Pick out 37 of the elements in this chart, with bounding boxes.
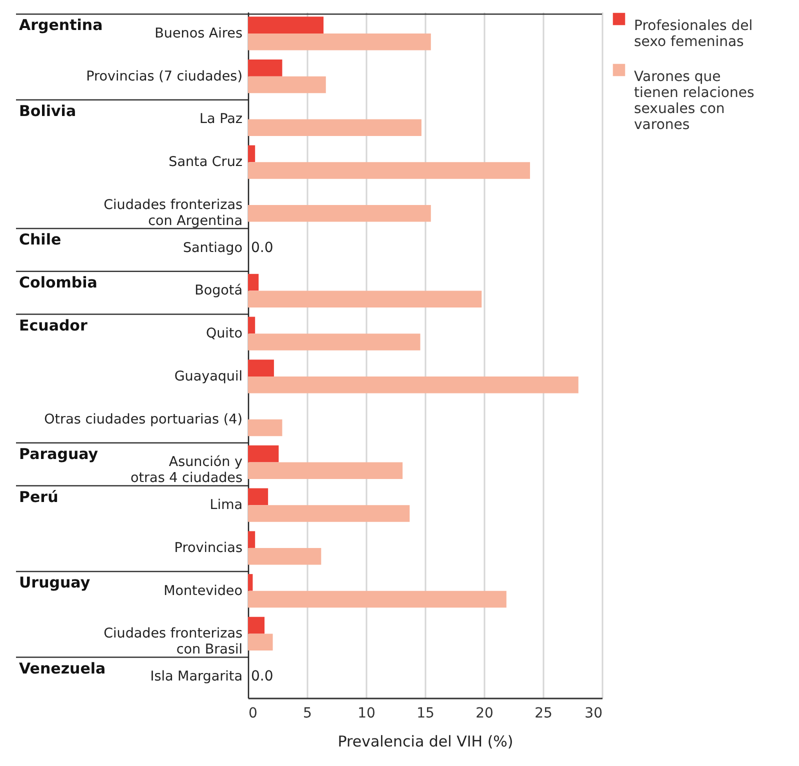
y-tick-label: Quito [206,326,242,342]
data-label: 0.0 [251,240,274,256]
legend-label: Profesionales del sexo femeninas [634,18,753,50]
legend-label: Varones que tienen relaciones sexuales con varones [634,69,754,133]
y-tick-label: Otras ciudades portuarias (4) [44,411,242,428]
y-tick-label: Bogotá [194,282,242,299]
text: Uruguay [19,574,90,592]
x-tick-label: 0 [248,706,258,722]
y-tick-label: Asunción y otras 4 ciudades [130,454,243,486]
y-tick-label: Santiago [182,240,242,256]
y-tick-label: Buenos Aires [154,25,242,42]
text: Paraguay [19,444,98,463]
text: Ecuador [19,316,88,334]
y-tick-label: Montevideo [164,582,242,599]
text: Chile [19,230,62,249]
text: Venezuela [19,659,106,678]
text: Argentina [19,16,103,34]
y-tick-label: Guayaquil [174,368,242,384]
y-tick-label: Ciudades fronterizas con Argentina [104,196,242,229]
y-tick-label: Lima [210,497,242,514]
x-tick-label: 30 [584,706,602,722]
x-axis-title: Prevalencia del VIH (%) [338,732,514,750]
x-tick-label: 10 [358,706,376,722]
x-tick-label: 5 [303,706,312,722]
y-tick-label: La Paz [200,111,242,128]
x-tick-label: 20 [476,706,494,722]
x-tick-label: 15 [416,706,434,722]
y-tick-label: Provincias (7 ciudades) [86,68,242,84]
text: Perú [19,488,58,506]
x-tick-label: 25 [534,706,552,722]
text: Colombia [19,273,98,292]
data-label: 0.0 [251,668,274,685]
y-tick-label: Isla Margarita [150,668,242,685]
y-tick-label: Ciudades fronterizas con Brasil [104,626,242,658]
y-tick-label: Provincias [174,540,242,556]
text: Bolivia [19,102,76,120]
y-tick-label: Santa Cruz [168,154,242,170]
